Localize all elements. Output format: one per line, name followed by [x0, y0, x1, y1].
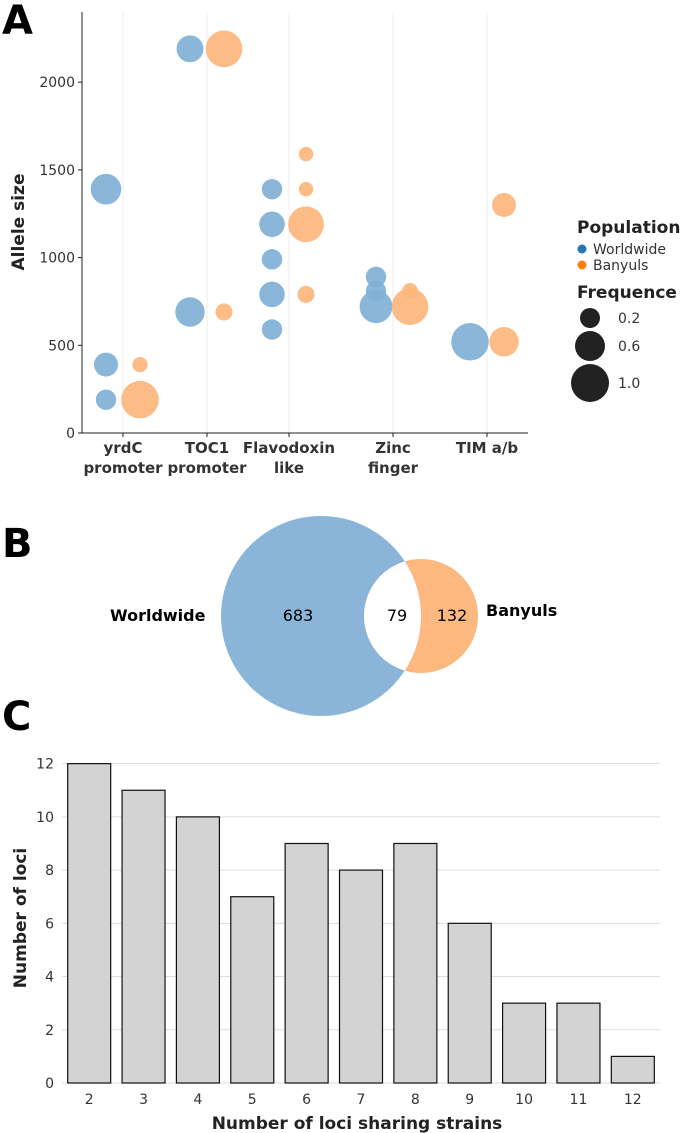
- x-tick-label: 7: [357, 1092, 366, 1108]
- banyuls-point-3: [215, 303, 233, 321]
- bar-4: [175, 816, 221, 1084]
- legend-label-banyuls: Banyuls: [593, 258, 648, 274]
- banyuls-point-1: [121, 380, 159, 419]
- x-tick-label: like: [274, 459, 304, 477]
- legend-size-label: 1.0: [618, 376, 640, 392]
- venn-intersection: [364, 561, 421, 671]
- y-tick-label: 2000: [39, 75, 75, 91]
- legend-title-population: Population: [577, 218, 680, 238]
- legend-swatch-banyuls: [577, 260, 587, 270]
- worldwide-point-4: [175, 297, 205, 327]
- legend-size-label: 0.2: [618, 311, 640, 327]
- y-tick-label: 0: [66, 426, 75, 442]
- y-tick-label: 6: [45, 916, 54, 932]
- venn-worldwide-circle: [221, 516, 421, 716]
- worldwide-point-13: [451, 323, 489, 361]
- venn-count-intersection: 79: [387, 606, 407, 625]
- banyuls-point-2: [205, 30, 243, 68]
- x-tick-label: 6: [302, 1092, 311, 1108]
- x-tick-label: 8: [411, 1092, 420, 1108]
- venn-count-banyuls: 132: [437, 606, 468, 625]
- x-tick-label: 10: [515, 1092, 533, 1108]
- x-tick-label: promoter: [83, 459, 163, 477]
- x-tick-label: Flavodoxin: [243, 439, 335, 457]
- banyuls-point-5: [298, 181, 314, 197]
- y-tick-label: 12: [36, 757, 54, 773]
- x-tick-label: finger: [368, 459, 419, 477]
- x-tick-label: Zinc: [375, 439, 411, 457]
- worldwide-point-12: [359, 290, 393, 324]
- bar-8: [393, 842, 438, 1084]
- y-tick-label: 2: [45, 1023, 54, 1039]
- bar-11: [556, 1002, 601, 1084]
- x-tick-label: 5: [248, 1092, 257, 1108]
- worldwide-point-2: [95, 389, 117, 410]
- bar-5: [230, 896, 275, 1084]
- banyuls-point-9: [391, 288, 429, 326]
- x-tick-label: 9: [465, 1092, 474, 1108]
- worldwide-point-0: [90, 173, 122, 205]
- banyuls-point-7: [297, 285, 315, 303]
- y-tick-label: 4: [45, 970, 54, 986]
- legend-size-swatch: [580, 308, 600, 328]
- venn-label-banyuls: Banyuls: [486, 601, 557, 620]
- y-tick-label: 8: [45, 863, 54, 879]
- bar-10: [501, 1002, 547, 1084]
- y-axis-title: Number of loci: [11, 848, 31, 988]
- legend-swatch-worldwide: [577, 244, 587, 254]
- worldwide-point-8: [259, 281, 285, 308]
- x-tick-label: promoter: [167, 459, 247, 477]
- bubble-chart-points: [90, 30, 519, 419]
- banyuls-point-4: [298, 146, 314, 162]
- legend-size-swatch: [575, 331, 605, 361]
- worldwide-point-9: [261, 319, 283, 340]
- worldwide-point-1: [94, 352, 118, 377]
- banyuls-point-6: [288, 206, 324, 243]
- worldwide-point-7: [261, 249, 283, 270]
- bubble-chart: 0 500 1000 1500 2000 yrdC promoter TOC1 promoter…: [9, 12, 680, 477]
- x-tick-label: yrdC: [104, 439, 143, 457]
- legend-title-frequence: Frequence: [577, 283, 677, 303]
- banyuls-point-10: [492, 192, 516, 217]
- legend-label-worldwide: Worldwide: [593, 242, 666, 258]
- x-tick-label: 3: [139, 1092, 148, 1108]
- x-axis-title: Number of loci sharing strains: [212, 1114, 503, 1133]
- bar-9: [447, 922, 492, 1084]
- x-tick-label: TOC1: [185, 439, 229, 457]
- y-tick-label: 500: [48, 338, 75, 354]
- y-axis-title: Allele size: [9, 174, 29, 271]
- worldwide-point-6: [259, 211, 285, 238]
- bubble-chart-axes: 0 500 1000 1500 2000 yrdC promoter TOC1 promoter…: [9, 12, 528, 477]
- banyuls-point-11: [489, 327, 519, 357]
- legend-size-label: 0.6: [618, 339, 640, 355]
- y-tick-label: 1500: [39, 163, 75, 179]
- x-tick-label: 12: [624, 1092, 642, 1108]
- x-tick-label: TIM a/b: [456, 439, 519, 457]
- bar-3: [121, 789, 166, 1084]
- panel-label-b: B: [2, 521, 33, 567]
- panel-label-c: C: [2, 694, 31, 740]
- worldwide-point-10: [365, 266, 387, 288]
- x-tick-label: 2: [85, 1092, 94, 1108]
- bar-12: [610, 1055, 655, 1084]
- venn-label-worldwide: Worldwide: [110, 606, 206, 625]
- y-tick-label: 0: [45, 1076, 54, 1092]
- worldwide-point-5: [261, 178, 283, 200]
- x-tick-label: 11: [570, 1092, 588, 1108]
- bar-7: [338, 869, 384, 1084]
- y-tick-label: 10: [36, 810, 54, 826]
- worldwide-point-3: [176, 35, 204, 63]
- y-tick-label: 1000: [39, 251, 75, 267]
- legend-size-swatch: [571, 364, 609, 402]
- bar-6: [284, 842, 329, 1084]
- bar-chart: 0 2 4 6 8 10 12 2 3 4 5 6 7 8 9 10 11 12 Number of loci sh…: [11, 757, 660, 1133]
- venn-diagram: Worldwide Banyuls 683 79 132: [110, 516, 557, 716]
- venn-count-worldwide: 683: [283, 606, 314, 625]
- panel-label-a: A: [2, 0, 33, 44]
- banyuls-point-0: [132, 357, 148, 373]
- bar-2: [67, 763, 112, 1084]
- x-tick-label: 4: [193, 1092, 202, 1108]
